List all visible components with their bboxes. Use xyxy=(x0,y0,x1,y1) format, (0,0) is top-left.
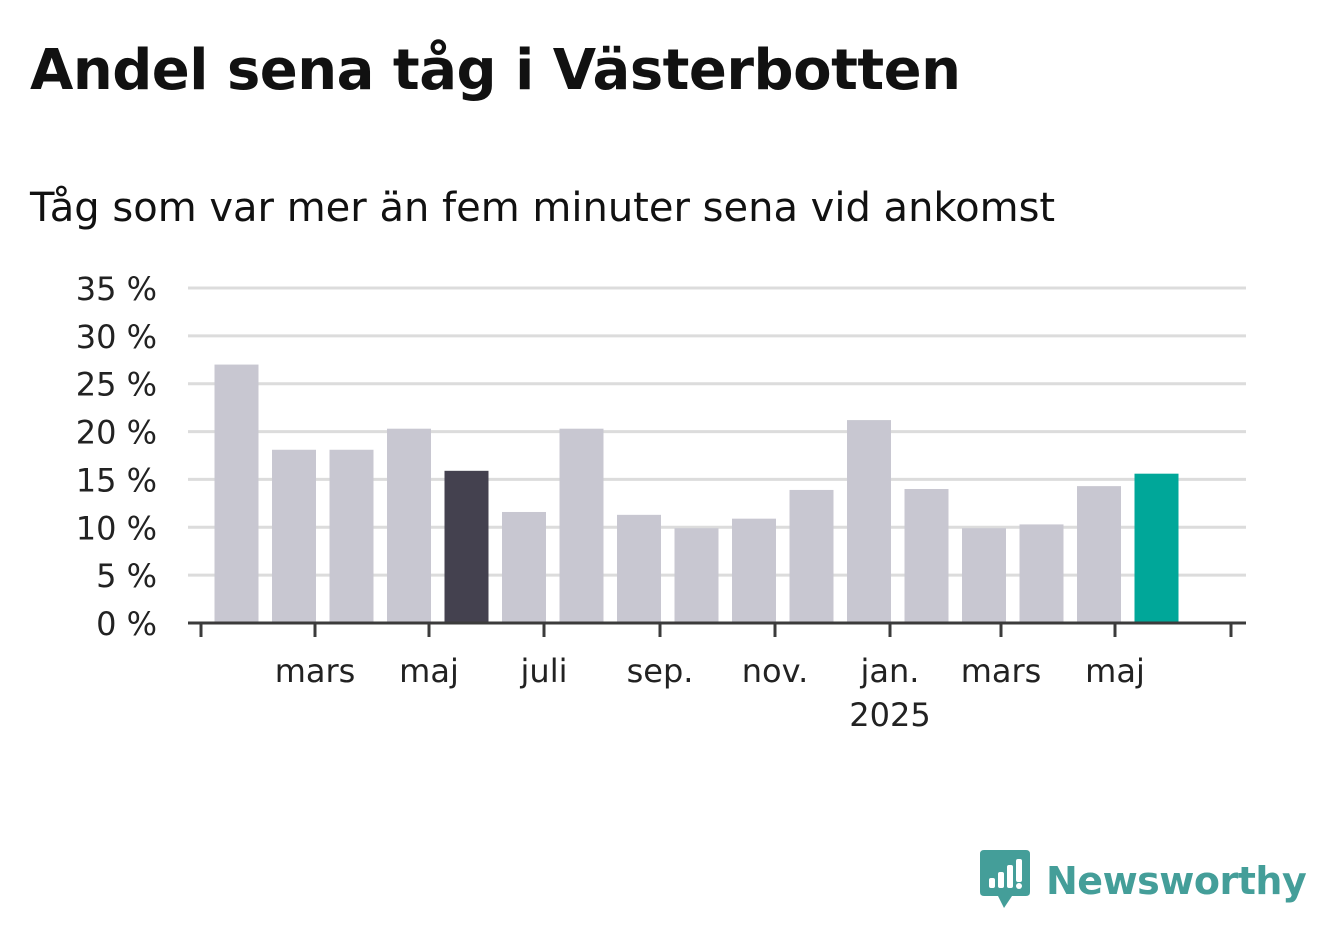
y-axis-ticks: 0 % 5 % 10 % 15 % 20 % 25 % 30 % 35 % xyxy=(76,270,157,643)
bar xyxy=(674,528,719,623)
x-axis-ticks: mars maj juli sep. nov. jan. 2025 mars maj xyxy=(275,652,1145,734)
y-tick-label: 30 % xyxy=(76,318,157,356)
bar xyxy=(502,511,546,623)
logo-text: Newsworthy xyxy=(1046,859,1307,903)
bar xyxy=(789,489,834,623)
bar xyxy=(1134,473,1179,623)
x-tick-label: jan. xyxy=(860,652,920,690)
y-tick-label: 10 % xyxy=(76,509,157,547)
x-tick-label: mars xyxy=(275,652,356,690)
bar xyxy=(272,449,316,623)
bar-chart: 0 % 5 % 10 % 15 % 20 % 25 % 30 % 35 % mars maj ju… xyxy=(76,270,1246,734)
x-tick-label: juli xyxy=(520,652,568,690)
x-tick-label: maj xyxy=(399,652,459,690)
y-tick-label: 25 % xyxy=(76,366,157,404)
bar xyxy=(444,470,489,623)
x-tick-label: mars xyxy=(961,652,1042,690)
x-axis xyxy=(188,621,1246,637)
bar xyxy=(847,420,891,623)
newsworthy-chart-bubble-icon xyxy=(980,850,1030,908)
y-tick-label: 20 % xyxy=(76,414,157,452)
y-tick-label: 15 % xyxy=(76,461,157,499)
bar xyxy=(387,428,431,623)
chart-title: Andel sena tåg i Västerbotten xyxy=(30,38,961,103)
bar xyxy=(329,449,374,623)
x-tick-label: nov. xyxy=(742,652,808,690)
x-tick-label: sep. xyxy=(627,652,694,690)
y-tick-label: 35 % xyxy=(76,270,157,308)
bar xyxy=(962,528,1006,623)
newsworthy-logo: Newsworthy xyxy=(980,850,1307,912)
x-tick-year-label: 2025 xyxy=(849,696,930,734)
chart-subtitle: Tåg som var mer än fem minuter sena vid … xyxy=(30,185,1056,231)
bar xyxy=(559,428,604,623)
bar xyxy=(1019,524,1064,623)
bar xyxy=(1077,486,1121,623)
x-tick-label: maj xyxy=(1085,652,1145,690)
bar xyxy=(904,489,949,623)
y-tick-label: 5 % xyxy=(96,557,157,595)
bars xyxy=(214,364,1179,623)
y-tick-label: 0 % xyxy=(96,605,157,643)
bar xyxy=(732,518,776,623)
bar xyxy=(214,364,259,623)
bar xyxy=(617,514,661,623)
